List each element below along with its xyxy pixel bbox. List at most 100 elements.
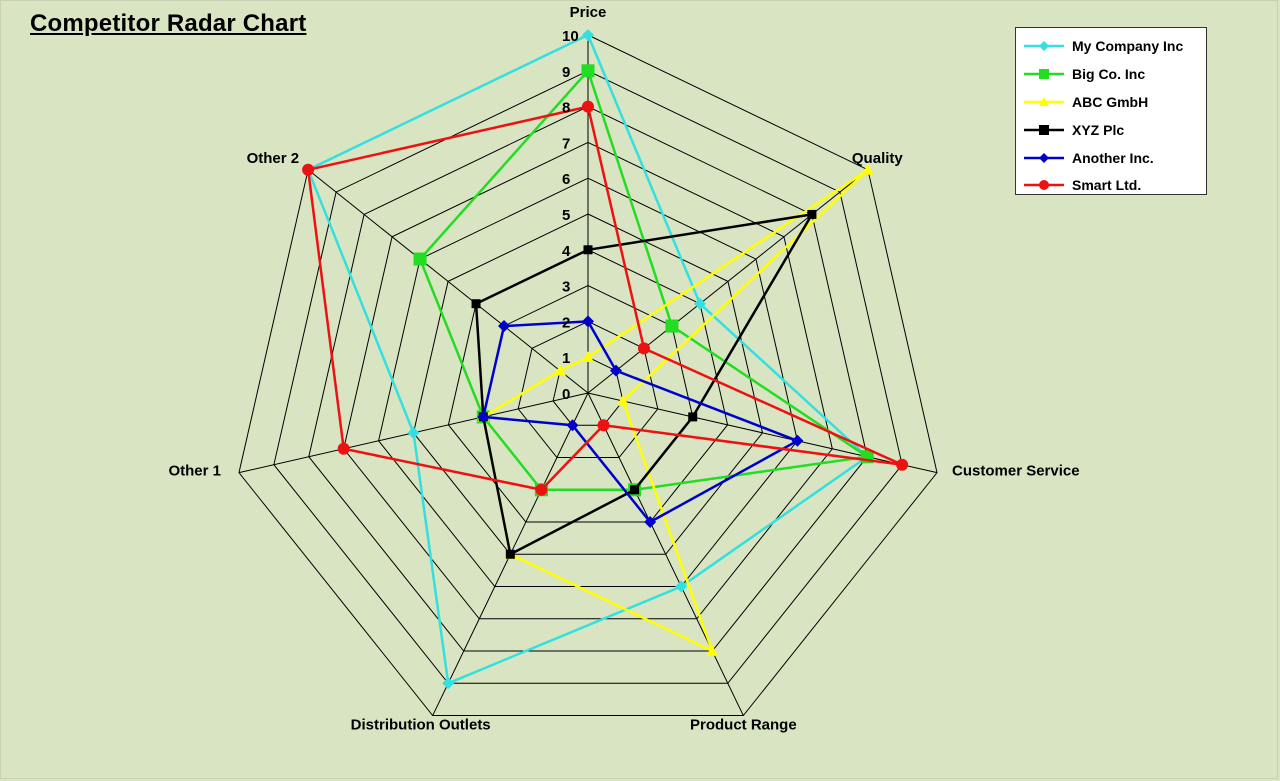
data-point [609, 364, 622, 377]
data-point [644, 516, 657, 529]
radial-axis-line [587, 392, 938, 474]
legend-swatch [1024, 68, 1064, 79]
data-point [582, 351, 594, 362]
grid-ring [238, 34, 938, 717]
legend-item: Big Co. Inc [1022, 60, 1200, 88]
tick-label: 9 [562, 64, 570, 81]
series-group [471, 209, 817, 559]
grid-ring [273, 70, 903, 684]
data-point [581, 64, 595, 78]
tick-label: 8 [562, 100, 570, 117]
legend-item: Another Inc. [1022, 144, 1200, 172]
data-point [535, 483, 548, 496]
axis-label: Other 2 [247, 150, 300, 167]
data-point [582, 29, 594, 41]
data-point [554, 364, 567, 376]
data-point [688, 412, 698, 422]
data-point [693, 297, 706, 310]
data-point [566, 419, 579, 432]
legend-label: Another Inc. [1072, 149, 1154, 166]
data-point [706, 645, 719, 656]
series-line [481, 168, 869, 654]
tick-label: 0 [562, 386, 570, 403]
legend-label: XYZ Plc [1072, 121, 1125, 138]
data-point [791, 434, 804, 447]
radial-axis-line [587, 392, 744, 716]
legend-item: My Company Inc [1022, 32, 1200, 60]
data-point [498, 320, 511, 333]
tick-label: 5 [562, 207, 570, 224]
data-point [413, 252, 427, 266]
grid-ring [552, 356, 624, 426]
data-point [1039, 68, 1049, 79]
data-point [616, 394, 629, 406]
data-point [665, 319, 679, 333]
data-point [637, 342, 650, 355]
tick-label: 10 [562, 28, 579, 45]
legend-label: My Company Inc [1072, 37, 1184, 54]
data-point [630, 485, 640, 495]
series-group [477, 315, 804, 529]
data-point [302, 163, 315, 176]
grid-ring [517, 320, 659, 459]
grid-ring [412, 213, 764, 555]
axis-label: Customer Service [952, 463, 1080, 480]
legend-item: Smart Ltd. [1022, 171, 1200, 199]
grid-ring [343, 141, 833, 620]
data-point [477, 410, 490, 423]
series-line [306, 105, 903, 492]
series-line [481, 320, 801, 524]
series-line [418, 68, 871, 492]
series-group [302, 100, 909, 496]
chart-legend: My Company Inc Big Co. Inc ABC GmbH XYZ Plc… [1015, 27, 1207, 195]
data-point [1039, 96, 1049, 106]
data-point [1039, 40, 1049, 51]
data-point [583, 245, 593, 255]
legend-swatch [1024, 152, 1064, 163]
chart-title: Competitor Radar Chart [30, 10, 307, 37]
tick-label: 3 [562, 279, 570, 296]
legend-swatch [1024, 96, 1064, 106]
data-point [582, 315, 594, 328]
legend-label: Smart Ltd. [1072, 177, 1142, 194]
data-point [597, 419, 610, 432]
legend-swatch [1024, 40, 1064, 51]
series-line [474, 212, 815, 557]
data-point [505, 549, 515, 559]
data-point [442, 677, 455, 690]
data-point [337, 442, 350, 455]
data-point [807, 209, 817, 219]
radial-axis-line [307, 169, 589, 394]
axis-label: Price [570, 4, 607, 21]
legend-swatch [1024, 180, 1064, 191]
tick-label: 2 [562, 314, 570, 331]
axis-label: Quality [852, 150, 904, 167]
data-point [1039, 124, 1049, 135]
data-point [407, 426, 420, 439]
data-point [582, 100, 594, 113]
data-point [861, 163, 874, 175]
radar-grid [238, 34, 938, 717]
axis-label: Other 1 [168, 463, 221, 480]
data-point [675, 580, 688, 593]
tick-label: 6 [562, 171, 570, 188]
data-point [1039, 152, 1049, 163]
legend-label: ABC GmbH [1072, 93, 1149, 110]
series-line [306, 33, 870, 686]
data-point [471, 299, 481, 309]
axis-label: Product Range [690, 717, 797, 734]
data-point [1039, 180, 1049, 191]
tick-label: 1 [562, 350, 570, 367]
axis-label: Distribution Outlets [351, 717, 491, 734]
legend-item: XYZ Plc [1022, 116, 1200, 144]
legend-label: Big Co. Inc [1072, 65, 1146, 82]
tick-label: 4 [562, 243, 571, 260]
radar-labels: 0 1 2 3 4 5 6 7 8 9 10 Price Quality Customer Service… [168, 4, 1079, 734]
radar-series [302, 29, 909, 690]
legend-swatch [1024, 124, 1064, 135]
data-point [896, 458, 909, 471]
radial-axis-line [587, 169, 869, 394]
tick-label: 7 [562, 135, 570, 152]
